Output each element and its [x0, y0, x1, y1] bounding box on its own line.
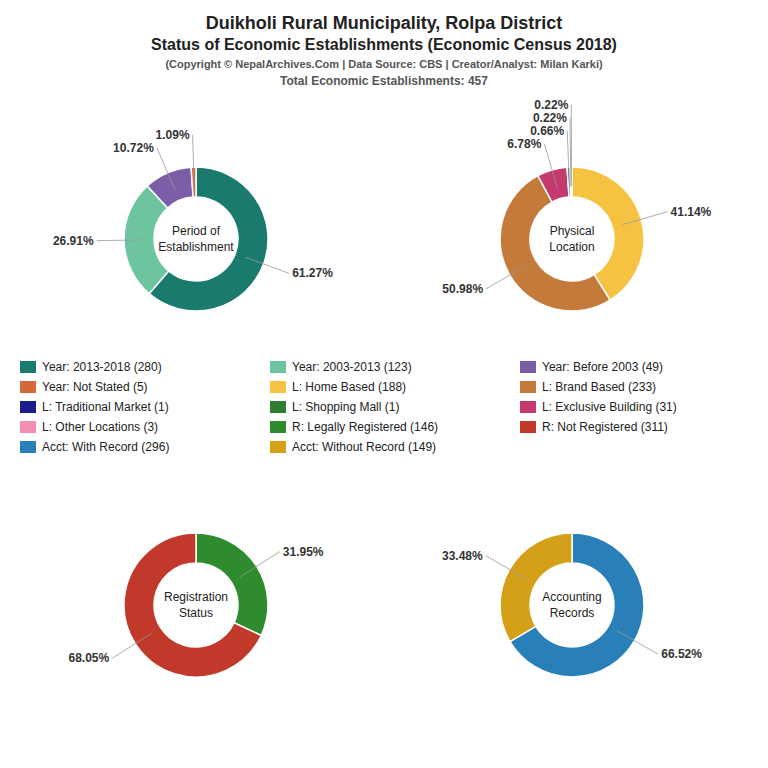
html-text:L: Exclusive Building (31): L: Exclusive Building (31): [542, 400, 677, 414]
svg-text:31.95%: 31.95%: [283, 545, 324, 559]
html-text:L: Brand Based (233): L: Brand Based (233): [542, 380, 657, 394]
svg-text:66.52%: 66.52%: [661, 647, 702, 661]
svg-text:1.09%: 1.09%: [156, 128, 190, 142]
html-text:R: Not Registered (311): R: Not Registered (311): [542, 420, 668, 434]
svg-text:33.48%: 33.48%: [442, 549, 483, 563]
html-text:L: Other Locations (3): L: Other Locations (3): [42, 420, 159, 434]
html-text:L: Home Based (188): L: Home Based (188): [292, 380, 407, 394]
html-text:Total Economic Establishments:: Total Economic Establishments: 457: [280, 74, 488, 88]
html-text:Year: Not Stated (5): Year: Not Stated (5): [42, 380, 148, 394]
svg-text:68.05%: 68.05%: [68, 651, 109, 665]
svg-text:6.78%: 6.78%: [507, 137, 541, 151]
html-text:R: Legally Registered (146): R: Legally Registered (146): [292, 420, 439, 434]
html-text:Period of Establishment: Period of Establishment: [158, 224, 234, 254]
svg-text:0.66%: 0.66%: [530, 124, 564, 138]
svg-text:0.22%: 0.22%: [534, 98, 568, 112]
html-text:Registration Status: Registration Status: [164, 590, 228, 620]
html-text:Acct: Without Record (149): Acct: Without Record (149): [292, 440, 437, 454]
svg-text:50.98%: 50.98%: [442, 282, 483, 296]
html-text:Year: Before 2003 (49): Year: Before 2003 (49): [542, 360, 663, 374]
html-text:Acct: With Record (296): Acct: With Record (296): [42, 440, 170, 454]
svg-text:41.14%: 41.14%: [671, 205, 712, 219]
html-text:L: Traditional Market (1): L: Traditional Market (1): [42, 400, 169, 414]
html-text:Status of Economic Establishme: Status of Economic Establishments (Econo…: [151, 36, 617, 53]
svg-text:10.72%: 10.72%: [113, 141, 154, 155]
html-text:(Copyright © NepalArchives.Com: (Copyright © NepalArchives.Com | Data So…: [165, 58, 603, 70]
svg-text:26.91%: 26.91%: [53, 234, 94, 248]
html-text:Duikholi Rural Municipality, R: Duikholi Rural Municipality, Rolpa Distr…: [205, 13, 563, 33]
html-text:L: Shopping Mall (1): L: Shopping Mall (1): [292, 400, 400, 414]
html-text:Year: 2013-2018 (280): Year: 2013-2018 (280): [42, 360, 162, 374]
html-text:Year: 2003-2013 (123): Year: 2003-2013 (123): [292, 360, 412, 374]
html-text:Accounting Records: Accounting Records: [542, 590, 602, 620]
svg-text:0.22%: 0.22%: [533, 111, 567, 125]
html-text:Physical Location: Physical Location: [549, 224, 595, 254]
svg-text:61.27%: 61.27%: [292, 266, 333, 280]
